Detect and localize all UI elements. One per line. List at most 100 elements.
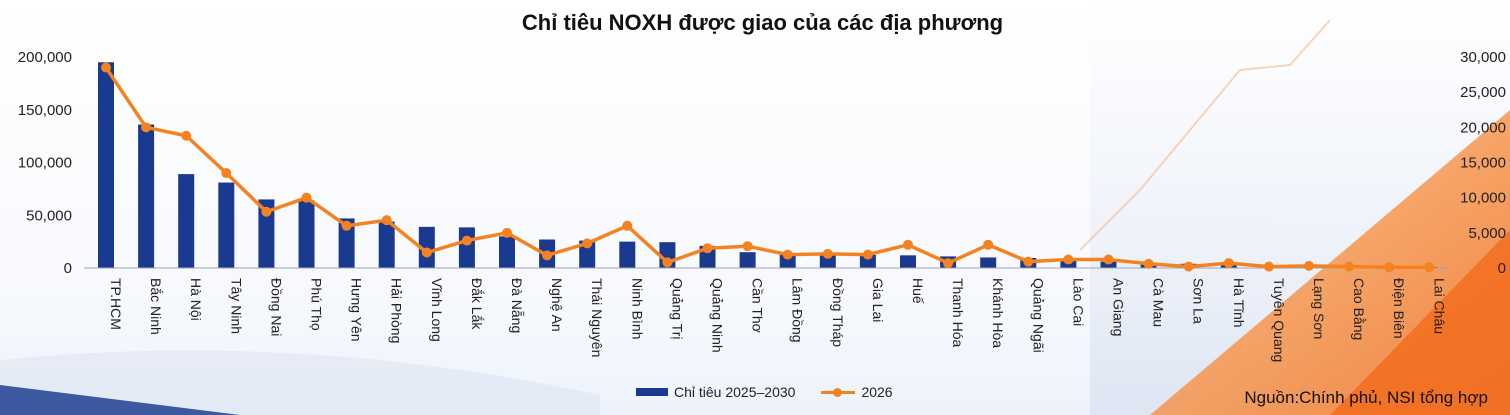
line-point [461, 235, 472, 246]
bar [579, 240, 596, 268]
bar [819, 253, 836, 268]
category-label: Lâm Đồng [790, 278, 806, 343]
bar [138, 124, 155, 269]
bar-series [84, 62, 1448, 269]
category-label: Gia Lai [870, 278, 886, 322]
bar [739, 252, 756, 268]
category-label: Khánh Hòa [990, 278, 1006, 348]
line-point [381, 215, 392, 226]
line-point [582, 238, 593, 249]
right-tick-label: 30,000 [1460, 49, 1506, 66]
category-label: Điện Biên [1391, 278, 1407, 339]
line-point [341, 220, 352, 231]
line-point [101, 62, 111, 73]
bar [298, 200, 315, 268]
bar [859, 254, 876, 268]
right-tick-label: 25,000 [1460, 84, 1506, 101]
legend-label-line: 2026 [861, 384, 893, 400]
bar [258, 199, 275, 268]
line-point [1424, 262, 1435, 273]
bar [619, 241, 636, 268]
line-point [141, 122, 152, 133]
chart-title: Chỉ tiêu NOXH được giao của các địa phươ… [521, 10, 1004, 35]
bar [980, 257, 997, 268]
category-label: An Giang [1111, 278, 1127, 336]
legend-label-bars: Chỉ tiêu 2025–2030 [674, 384, 796, 400]
category-label: Thanh Hóa [950, 278, 966, 347]
line-point [1183, 261, 1194, 272]
bar [1100, 261, 1117, 268]
category-label: Đắk Lắk [469, 278, 485, 330]
line-point [221, 168, 232, 179]
left-tick-label: 200,000 [18, 49, 72, 66]
bar [178, 174, 195, 268]
line-point [542, 250, 553, 261]
category-label: Tây Ninh [228, 278, 244, 334]
line-point [181, 130, 192, 141]
category-label: Hà Tĩnh [1231, 278, 1247, 328]
line-point [421, 247, 432, 258]
line-point [1263, 261, 1274, 272]
category-label: Hà Nội [188, 278, 204, 321]
category-label: Quảng Ngãi [1030, 278, 1046, 353]
category-label: Lạng Sơn [1311, 278, 1327, 339]
line-point [1103, 254, 1114, 265]
category-label: Đà Nẵng [509, 278, 525, 333]
line-point [1063, 254, 1074, 265]
bar [218, 182, 235, 268]
category-label: Lai Châu [1431, 278, 1447, 334]
left-tick-label: 150,000 [18, 102, 72, 119]
line-point [662, 257, 673, 268]
bar [499, 236, 515, 268]
right-tick-label: 0 [1498, 260, 1506, 277]
category-label: Cà Mau [1151, 278, 1167, 327]
line-point [943, 258, 954, 269]
right-tick-label: 20,000 [1460, 119, 1506, 136]
bar [338, 218, 355, 268]
bar [98, 62, 114, 269]
line-point [782, 249, 793, 260]
category-label: Hưng Yên [349, 278, 365, 342]
line-point [1304, 260, 1314, 271]
category-label: Đồng Tháp [830, 278, 846, 347]
line-point [702, 243, 713, 254]
category-label: Ninh Bình [629, 278, 645, 339]
category-label: Quảng Ninh [710, 278, 726, 353]
left-axis: 0 50,000 100,000 150,000 200,000 [18, 49, 72, 277]
bar [378, 221, 395, 268]
left-tick-label: 100,000 [18, 155, 72, 172]
category-labels: TP.HCM Bắc Ninh Hà Nội Tây Ninh Đồng Nai Phú … [108, 278, 1447, 362]
category-label: Nghệ An [549, 278, 565, 332]
bar [418, 226, 435, 268]
source-note: Nguồn:Chính phủ, NSI tổng hợp [1244, 388, 1488, 407]
bar [458, 227, 475, 268]
right-axis: 0 5,000 10,000 15,000 20,000 25,000 30,000 [1460, 49, 1506, 277]
line-series [101, 62, 1435, 273]
line-point [301, 192, 312, 203]
line-point [1384, 262, 1395, 273]
legend-bar-swatch [636, 388, 668, 396]
right-tick-label: 5,000 [1468, 225, 1506, 242]
legend-item-line: 2026 [821, 384, 893, 400]
left-tick-label: 0 [64, 260, 72, 277]
category-label: Đồng Nai [268, 278, 284, 336]
category-label: Thái Nguyên [589, 278, 605, 357]
right-tick-label: 15,000 [1460, 155, 1506, 172]
line-point [502, 227, 512, 238]
line-point [1143, 258, 1154, 269]
right-tick-label: 10,000 [1460, 190, 1506, 207]
legend-item-bars: Chỉ tiêu 2025–2030 [636, 384, 795, 400]
line-point [1344, 261, 1355, 272]
legend-line-swatch [821, 387, 856, 397]
line-point [1223, 258, 1234, 269]
line-point [903, 239, 913, 250]
category-label: Sơn La [1191, 278, 1207, 324]
category-label: Tuyên Quang [1271, 278, 1287, 362]
line-point [261, 206, 272, 217]
line-point [1023, 256, 1034, 267]
legend: Chỉ tiêu 2025–2030 2026 [636, 382, 919, 402]
category-label: Lào Cai [1070, 278, 1086, 326]
line-point [983, 239, 994, 250]
